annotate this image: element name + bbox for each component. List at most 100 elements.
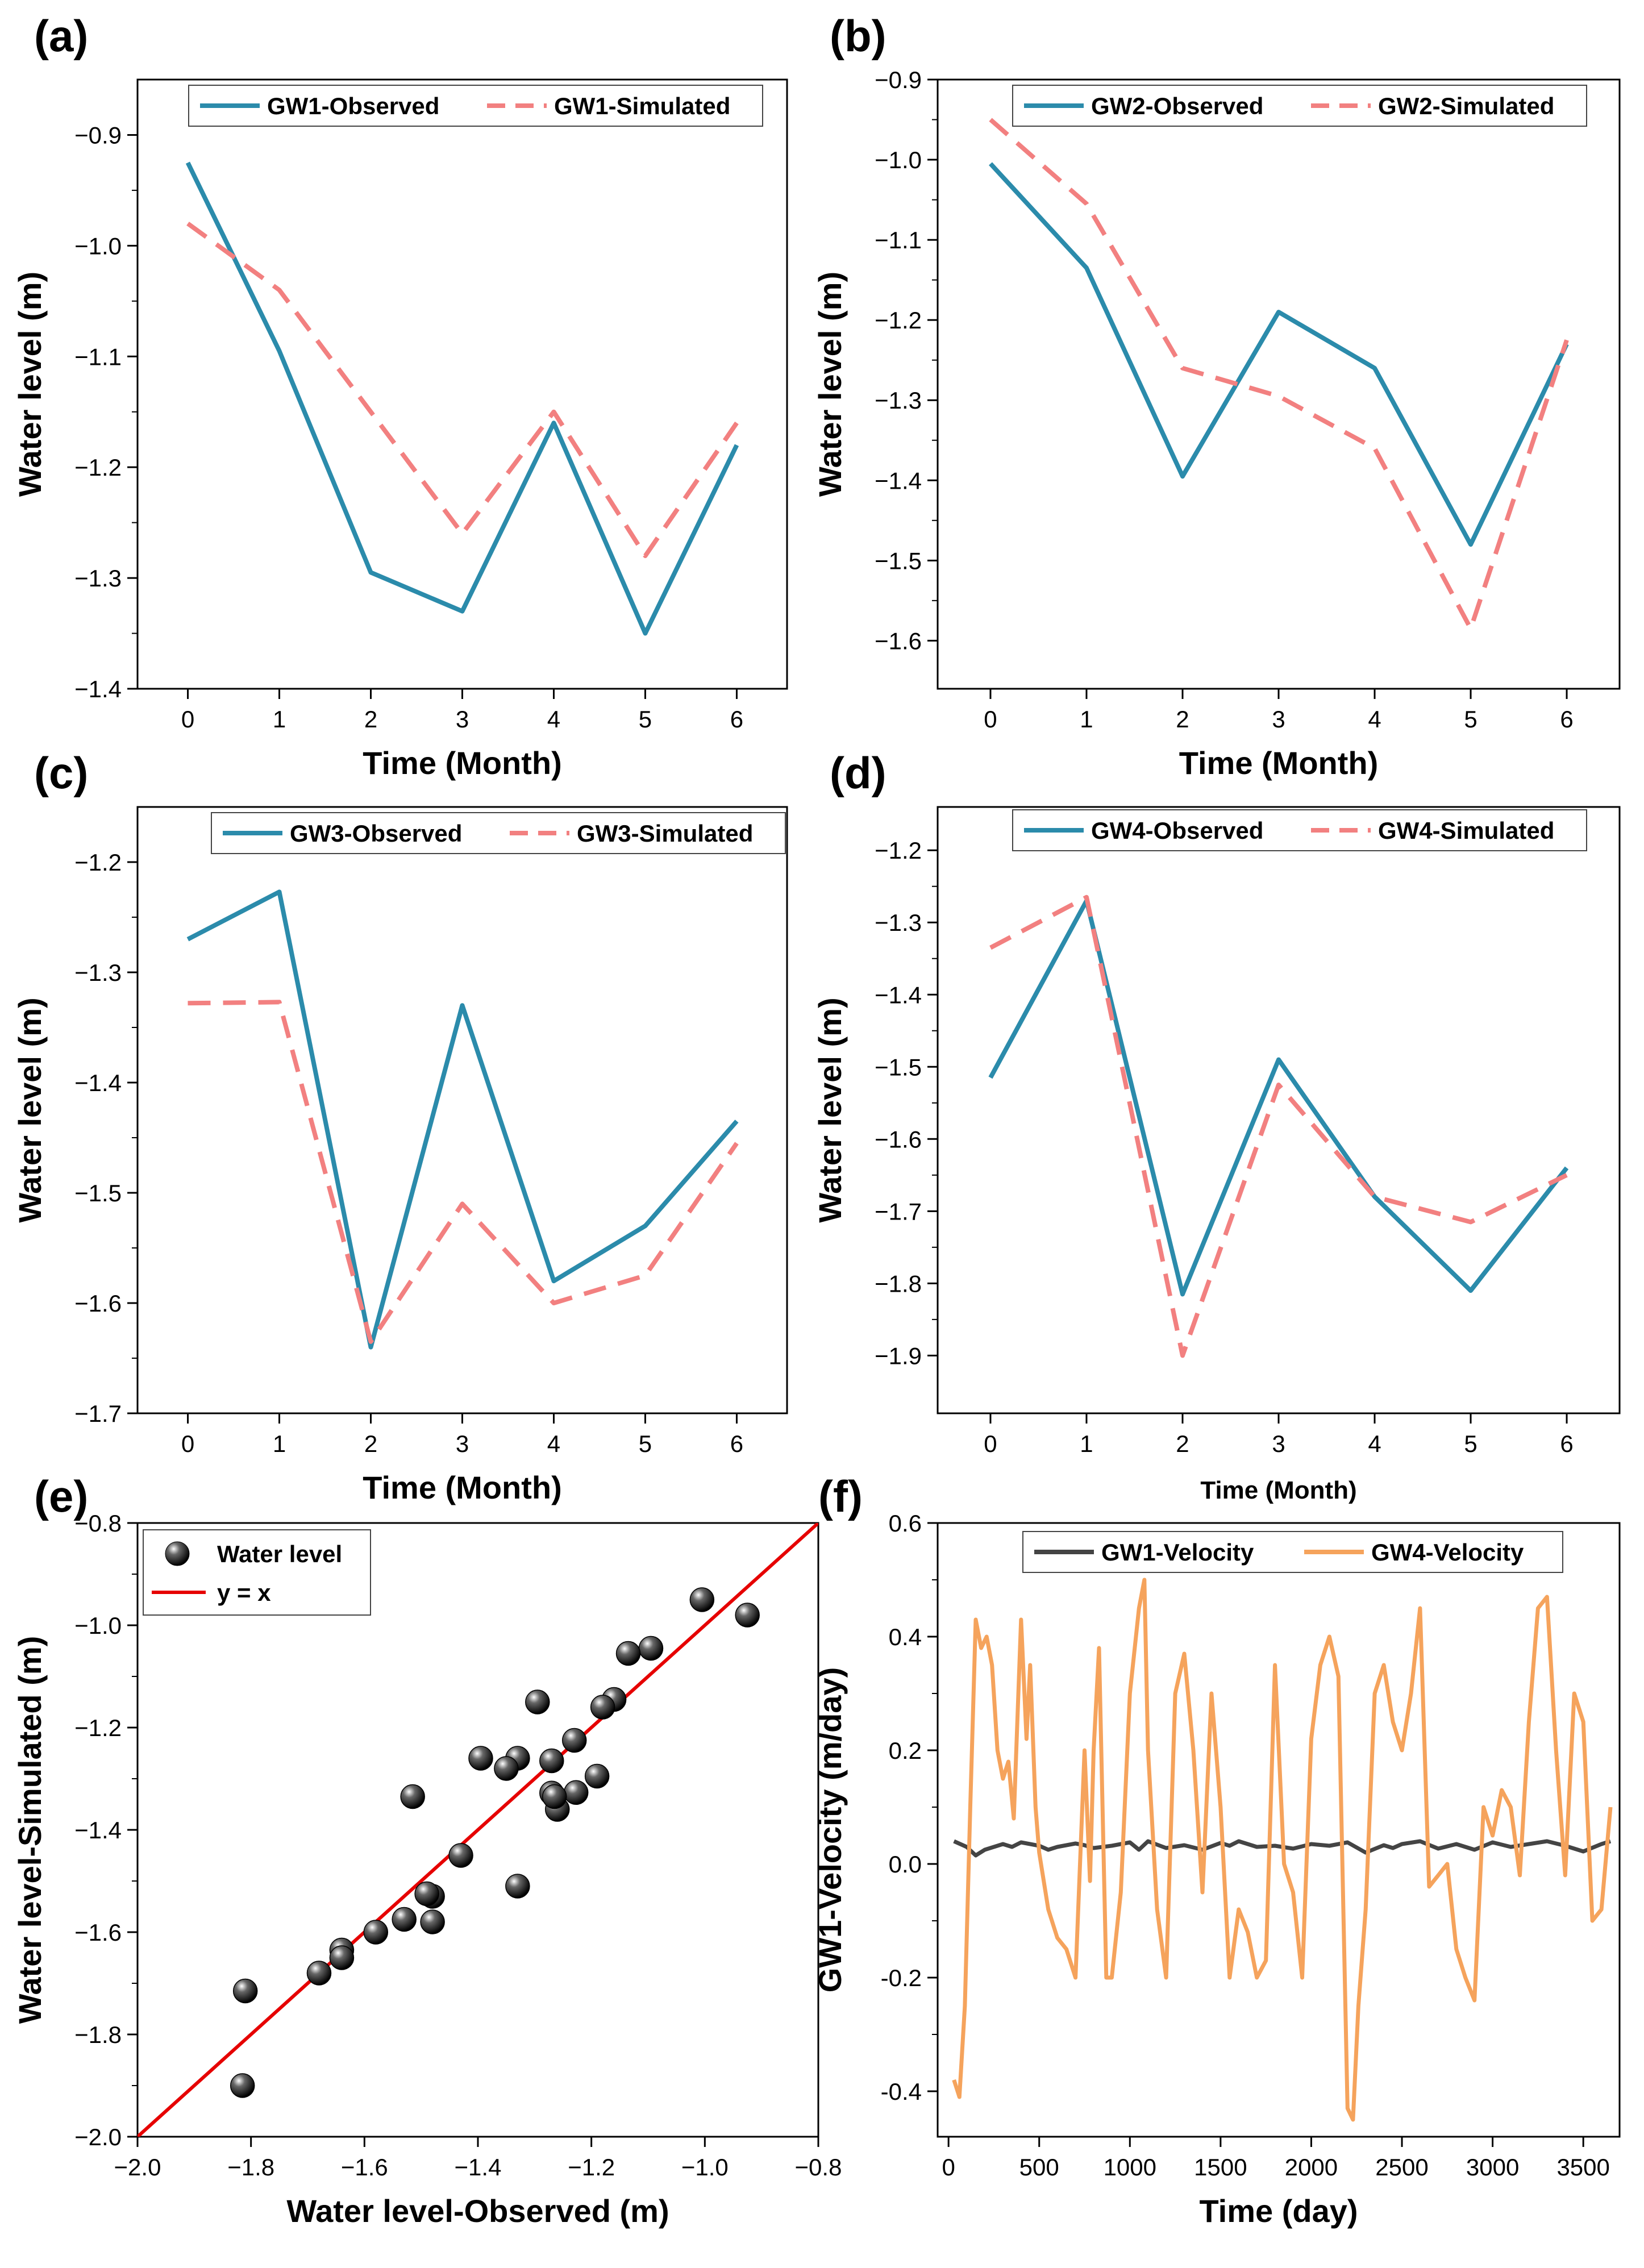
panel-f: (f) 0 500 1000 1500 2000 2500 3000 3500 -0.4 -0.2 0…	[812, 1471, 1621, 2229]
y-axis-title: Water level (m)	[812, 272, 848, 497]
x-tick-label: −1.8	[227, 2154, 274, 2180]
data-point	[525, 1689, 550, 1714]
x-tick-label: 1000	[1104, 2154, 1156, 2180]
data-point	[363, 1920, 389, 1945]
y-tick-label: −1.0	[875, 147, 922, 173]
legend: GW3-Observed GW3-Simulated	[211, 812, 786, 854]
y-tick-label: −1.2	[74, 849, 122, 876]
x-axis-title: Time (Month)	[1179, 745, 1378, 781]
plot-frame	[937, 806, 1621, 1414]
x-tick-label: 0	[984, 706, 997, 733]
x-tick-label: 6	[1560, 1430, 1573, 1457]
series-line-gw4-velocity	[952, 1578, 1613, 2122]
y-axis-title: Water level (m)	[812, 997, 848, 1222]
x-tick-label: 3	[456, 706, 469, 733]
plot-area	[185, 161, 739, 636]
x-tick-label: 2	[364, 706, 377, 733]
panel-d: (d) 0 1 2 3 4 5 6 −1.9 −1.8 −1.7 −1.6 −1.5 −1.4 −1.3 −1…	[812, 748, 1621, 1504]
data-point	[590, 1695, 615, 1720]
y-tick-label: -0.2	[881, 1965, 922, 1991]
data-point	[468, 1746, 493, 1771]
legend-label: GW4-Simulated	[1378, 817, 1554, 844]
x-tick-label: 1	[1080, 1430, 1093, 1457]
data-point	[329, 1945, 355, 1970]
x-tick-label: 2500	[1375, 2154, 1428, 2180]
data-point	[420, 1909, 445, 1934]
panel-label: (e)	[34, 1471, 88, 1521]
x-tick-label: 3000	[1466, 2154, 1519, 2180]
legend-label: GW4-Velocity	[1371, 1539, 1524, 1566]
y-tick-label: −1.2	[74, 454, 122, 481]
series-line-gw4-simulated	[989, 894, 1568, 1358]
x-tick-label: 2	[1176, 706, 1189, 733]
data-point	[735, 1603, 760, 1628]
y-tick-label: −1.4	[74, 676, 122, 702]
panel-c: (c) 0 1 2 3 4 5 6 −1.7 −1.6 −1.5 −1.4 −1.3 −1.2 Time (…	[12, 748, 788, 1505]
x-tick-label: 0	[181, 706, 194, 733]
panel-label: (c)	[34, 748, 88, 798]
data-point	[615, 1641, 641, 1666]
x-tick-label: 5	[639, 706, 652, 733]
y-tick-label: −1.4	[875, 981, 922, 1008]
x-tick-label: 2	[364, 1430, 377, 1457]
y-tick-label: 0.2	[889, 1737, 922, 1764]
panel-e: (e) −2.0 −1.8 −1.6 −1.4 −1.2 −1.0 −0.8 −2.0 −1.8 −…	[12, 1471, 842, 2229]
y-axis-title: GW1-Velocity (m/day)	[812, 1667, 848, 1993]
data-point	[638, 1636, 664, 1661]
y-tick-label: −2.0	[74, 2124, 122, 2150]
legend: GW2-Observed GW2-Simulated	[1012, 85, 1587, 127]
x-tick-label: 0	[984, 1430, 997, 1457]
series-line-gw3-simulated	[188, 1000, 739, 1344]
x-tick-label: −1.4	[455, 2154, 502, 2180]
plot-area	[138, 1523, 818, 2137]
legend-label: GW2-Observed	[1091, 93, 1263, 119]
legend: GW1-Velocity GW4-Velocity	[1022, 1531, 1563, 1573]
y-tick-label: −1.4	[74, 1070, 122, 1096]
data-point	[448, 1843, 473, 1868]
y-tick-label: −1.0	[74, 232, 122, 259]
panel-b: (b) 0 1 2 3 4 5 6 −1.6 −1.5 −1.4 −1.3 −1.2 −1.1 −1.0 −0…	[812, 11, 1621, 781]
x-tick-label: 1500	[1194, 2154, 1247, 2180]
plot-frame	[136, 78, 788, 690]
data-point	[232, 1978, 258, 2004]
legend-label: Water level	[217, 1541, 342, 1567]
data-point	[414, 1881, 439, 1907]
x-tick-label: 500	[1019, 2154, 1059, 2180]
series-line-gw1-observed	[185, 161, 739, 636]
y-tick-label: −1.5	[875, 547, 922, 574]
y-tick-label: −1.8	[74, 2021, 122, 2048]
series-line-gw2-simulated	[989, 118, 1569, 631]
series-line-gw4-observed	[988, 898, 1569, 1297]
legend: GW4-Observed GW4-Simulated	[1012, 809, 1587, 851]
legend-box	[211, 812, 786, 854]
y-axis-title: Water level-Simulated (m)	[12, 1636, 48, 2024]
x-tick-label: 4	[547, 1430, 560, 1457]
legend: Water level y = x	[143, 1529, 371, 1616]
data-point	[494, 1756, 519, 1781]
fit-line	[138, 1523, 818, 2137]
y-tick-label: −1.1	[74, 343, 122, 370]
x-tick-label: 6	[730, 1430, 743, 1457]
x-tick-label: 1	[273, 706, 286, 733]
legend-box	[1022, 1531, 1563, 1573]
legend-label: GW3-Observed	[290, 820, 462, 847]
plot-frame	[136, 806, 788, 1414]
y-tick-label: −1.4	[74, 1817, 122, 1843]
x-tick-label: 4	[1368, 1430, 1381, 1457]
x-tick-label: 6	[1560, 706, 1573, 733]
x-tick-label: −0.8	[795, 2154, 842, 2180]
x-tick-label: 3	[1272, 1430, 1285, 1457]
legend-box	[188, 85, 763, 127]
x-tick-label: −2.0	[114, 2154, 161, 2180]
panel-label: (b)	[830, 11, 886, 61]
y-tick-label: −1.2	[74, 1714, 122, 1741]
y-tick-label: −1.6	[875, 627, 922, 654]
y-tick-label: −1.6	[74, 1290, 122, 1317]
series-line-gw1-velocity	[953, 1839, 1612, 1858]
y-tick-label: −1.9	[875, 1342, 922, 1369]
x-tick-label: 3	[1272, 706, 1285, 733]
x-axis-title: Time (Month)	[363, 745, 561, 781]
data-point	[400, 1784, 425, 1809]
y-tick-label: −1.3	[875, 909, 922, 936]
y-tick-label: −1.2	[875, 307, 922, 334]
